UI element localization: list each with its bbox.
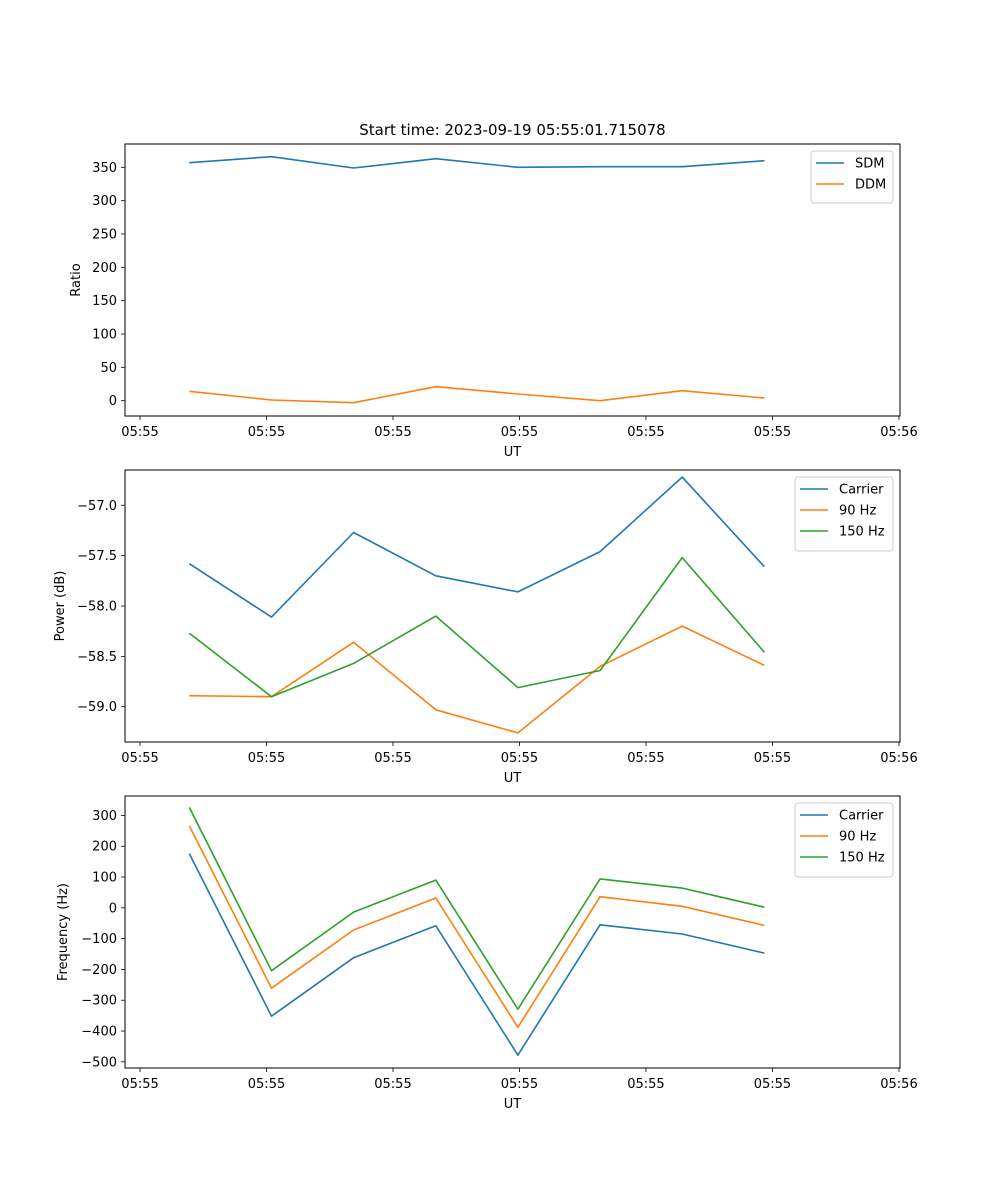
y-axis-label: Frequency (Hz) xyxy=(56,883,71,981)
y-tick-label: 100 xyxy=(92,871,117,886)
x-tick-label: 05:55 xyxy=(754,1077,791,1092)
x-tick-label: 05:55 xyxy=(754,751,791,766)
x-tick-label: 05:55 xyxy=(754,425,791,440)
x-tick-label: 05:55 xyxy=(121,751,158,766)
x-tick-label: 05:55 xyxy=(374,425,411,440)
legend-entry-label: 150 Hz xyxy=(839,851,885,866)
series-line-sdm xyxy=(189,155,765,169)
y-tick-label: −200 xyxy=(81,963,117,978)
axes-frame xyxy=(124,795,901,1069)
y-tick-label: 300 xyxy=(92,194,117,209)
x-tick-label: 05:55 xyxy=(248,751,285,766)
y-tick-label: −57.0 xyxy=(77,499,117,514)
chart-panel-1: Start time: 2023-09-19 05:55:01.71507805… xyxy=(69,121,918,460)
y-tick-label: −58.5 xyxy=(77,650,117,665)
y-tick-label: 0 xyxy=(109,394,117,409)
legend-entry-label: Carrier xyxy=(839,483,884,498)
x-axis-label: UT xyxy=(504,445,522,460)
series-line-90-hz xyxy=(189,625,765,734)
legend-entry-label: 150 Hz xyxy=(839,525,885,540)
series-line-150-hz xyxy=(188,556,766,698)
x-tick-label: 05:55 xyxy=(374,1077,411,1092)
x-tick-label: 05:55 xyxy=(374,751,411,766)
x-tick-label: 05:55 xyxy=(627,425,664,440)
x-tick-label: 05:55 xyxy=(248,1077,285,1092)
x-tick-label: 05:56 xyxy=(880,1077,917,1092)
axes-frame xyxy=(124,143,901,417)
legend: Carrier 90 Hz 150 Hz xyxy=(794,802,894,878)
legend-box xyxy=(794,802,894,878)
y-tick-label: −500 xyxy=(81,1055,117,1070)
series-line-carrier xyxy=(188,853,765,1056)
x-tick-label: 05:55 xyxy=(501,751,538,766)
y-tick-label: 250 xyxy=(92,228,117,243)
chart-panel-2: 05:55 05:55 05:55 05:55 05:55 05:55 05:56 −59.0… xyxy=(53,469,918,786)
y-axis-label: Power (dB) xyxy=(53,571,68,642)
x-tick-label: 05:56 xyxy=(880,751,917,766)
y-tick-label: 300 xyxy=(92,809,117,824)
y-tick-label: −100 xyxy=(81,932,117,947)
y-tick-label: −58.0 xyxy=(77,600,117,615)
x-tick-label: 05:55 xyxy=(248,425,285,440)
legend-box xyxy=(794,476,894,552)
legend: Carrier 90 Hz 150 Hz xyxy=(794,476,894,552)
x-tick-label: 05:55 xyxy=(121,1077,158,1092)
series-line-150-hz xyxy=(188,807,765,1011)
legend-box xyxy=(810,150,894,204)
y-axis-label: Ratio xyxy=(69,263,84,296)
chart-panel-3: 05:55 05:55 05:55 05:55 05:55 05:55 05:56 −500 −… xyxy=(56,795,918,1112)
x-axis-label: UT xyxy=(504,771,522,786)
x-tick-label: 05:56 xyxy=(880,425,917,440)
y-tick-label: 200 xyxy=(92,840,117,855)
series-line-90-hz xyxy=(188,825,765,1029)
legend-entry-label: DDM xyxy=(855,178,886,193)
chart-title: Start time: 2023-09-19 05:55:01.715078 xyxy=(359,121,665,139)
legend-entry-label: 90 Hz xyxy=(839,504,876,519)
legend-entry-label: 90 Hz xyxy=(839,830,876,845)
series-line-ddm xyxy=(189,385,765,404)
y-tick-label: 50 xyxy=(100,361,117,376)
x-tick-label: 05:55 xyxy=(121,425,158,440)
series-line-carrier xyxy=(188,476,765,618)
legend: SDM DDM xyxy=(810,150,894,204)
y-tick-label: 350 xyxy=(92,161,117,176)
x-tick-label: 05:55 xyxy=(501,425,538,440)
y-tick-label: 200 xyxy=(92,261,117,276)
x-tick-label: 05:55 xyxy=(627,1077,664,1092)
x-tick-label: 05:55 xyxy=(501,1077,538,1092)
y-tick-label: −400 xyxy=(81,1025,117,1040)
x-axis-label: UT xyxy=(504,1097,522,1112)
x-tick-label: 05:55 xyxy=(627,751,664,766)
legend-entry-label: SDM xyxy=(855,157,884,172)
y-tick-label: 0 xyxy=(109,901,117,916)
y-tick-label: −59.0 xyxy=(77,700,117,715)
y-tick-label: −300 xyxy=(81,994,117,1009)
y-tick-label: 100 xyxy=(92,328,117,343)
y-tick-label: 150 xyxy=(92,294,117,309)
y-tick-label: −57.5 xyxy=(77,549,117,564)
legend-entry-label: Carrier xyxy=(839,809,884,824)
